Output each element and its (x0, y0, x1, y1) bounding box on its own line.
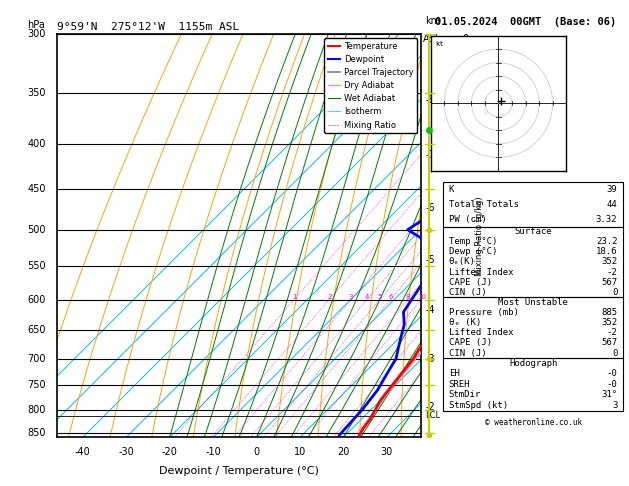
Text: EH: EH (449, 369, 460, 379)
Bar (443, 182, 623, 227)
Text: θₑ(K): θₑ(K) (449, 258, 476, 266)
Text: Lifted Index: Lifted Index (449, 328, 513, 337)
Text: 450: 450 (27, 184, 46, 194)
Text: 850: 850 (27, 428, 46, 438)
Bar (443, 297, 623, 358)
Text: 20: 20 (337, 448, 350, 457)
Text: Mixing Ratio (g/kg): Mixing Ratio (g/kg) (476, 196, 484, 276)
Text: CIN (J): CIN (J) (449, 288, 486, 296)
Text: 600: 600 (27, 295, 46, 305)
Text: K: K (449, 185, 454, 194)
Text: Dewpoint / Temperature (°C): Dewpoint / Temperature (°C) (159, 466, 319, 476)
Text: ASL: ASL (423, 34, 442, 44)
Text: -0: -0 (606, 369, 617, 379)
Text: 9°59'N  275°12'W  1155m ASL: 9°59'N 275°12'W 1155m ASL (57, 22, 239, 32)
Text: Lifted Index: Lifted Index (449, 267, 513, 277)
Text: StmSpd (kt): StmSpd (kt) (449, 401, 508, 410)
Text: -2: -2 (606, 267, 617, 277)
Text: 10: 10 (294, 448, 306, 457)
Text: Totals Totals: Totals Totals (449, 200, 519, 209)
Bar (443, 227, 623, 297)
Text: 650: 650 (27, 325, 46, 335)
Text: θₑ (K): θₑ (K) (449, 318, 481, 327)
Text: 23.2: 23.2 (596, 238, 617, 246)
Text: 400: 400 (27, 139, 46, 149)
Text: kt: kt (435, 41, 443, 48)
Text: 10: 10 (417, 294, 426, 299)
Text: -10: -10 (205, 448, 221, 457)
Text: 3: 3 (349, 294, 353, 299)
Text: 350: 350 (27, 88, 46, 98)
Text: 30: 30 (381, 448, 392, 457)
Text: hPa: hPa (28, 20, 45, 30)
Text: -2: -2 (606, 328, 617, 337)
Text: 01.05.2024  00GMT  (Base: 06): 01.05.2024 00GMT (Base: 06) (435, 17, 616, 27)
Text: -0: -0 (606, 380, 617, 389)
Text: -2: -2 (425, 402, 435, 412)
Text: CAPE (J): CAPE (J) (449, 338, 492, 347)
Text: -7: -7 (425, 150, 435, 159)
Text: km: km (425, 16, 440, 26)
Text: 31°: 31° (601, 390, 617, 399)
Text: PW (cm): PW (cm) (449, 215, 486, 224)
Text: 44: 44 (606, 200, 617, 209)
Text: -40: -40 (75, 448, 91, 457)
Text: 567: 567 (601, 278, 617, 287)
Text: CIN (J): CIN (J) (449, 348, 486, 358)
Text: © weatheronline.co.uk: © weatheronline.co.uk (484, 418, 582, 427)
Text: LCL: LCL (425, 411, 440, 420)
Text: Surface: Surface (515, 227, 552, 236)
Text: 5: 5 (377, 294, 382, 299)
Text: 567: 567 (601, 338, 617, 347)
Text: Most Unstable: Most Unstable (498, 297, 568, 307)
Text: -4: -4 (425, 305, 435, 315)
Text: -5: -5 (425, 255, 435, 265)
Text: 0: 0 (612, 288, 617, 296)
Text: 500: 500 (27, 225, 46, 235)
Text: 352: 352 (601, 258, 617, 266)
Legend: Temperature, Dewpoint, Parcel Trajectory, Dry Adiabat, Wet Adiabat, Isotherm, Mi: Temperature, Dewpoint, Parcel Trajectory… (325, 38, 417, 133)
Text: -6: -6 (425, 203, 435, 212)
Text: -30: -30 (118, 448, 134, 457)
Text: CAPE (J): CAPE (J) (449, 278, 492, 287)
Text: Temp (°C): Temp (°C) (449, 238, 497, 246)
Text: 550: 550 (27, 261, 46, 271)
Text: 0: 0 (462, 34, 468, 44)
Text: Dewp (°C): Dewp (°C) (449, 247, 497, 257)
Text: -8: -8 (425, 95, 435, 104)
Text: 885: 885 (601, 308, 617, 317)
Text: SREH: SREH (449, 380, 470, 389)
Text: 1: 1 (292, 294, 296, 299)
Text: Pressure (mb): Pressure (mb) (449, 308, 519, 317)
Text: -20: -20 (162, 448, 177, 457)
Text: 2: 2 (327, 294, 331, 299)
Text: 352: 352 (601, 318, 617, 327)
Text: 3.32: 3.32 (596, 215, 617, 224)
Bar (443, 358, 623, 411)
Text: 700: 700 (27, 353, 46, 364)
Text: 8: 8 (406, 294, 410, 299)
Text: StmDir: StmDir (449, 390, 481, 399)
Text: 4: 4 (365, 294, 369, 299)
Text: 0: 0 (253, 448, 259, 457)
Text: 300: 300 (27, 29, 46, 39)
Text: 6: 6 (388, 294, 392, 299)
Text: 750: 750 (27, 380, 46, 390)
Text: Hodograph: Hodograph (509, 359, 557, 368)
Text: 800: 800 (27, 405, 46, 415)
Text: 18.6: 18.6 (596, 247, 617, 257)
Text: 0: 0 (612, 348, 617, 358)
Text: 3: 3 (612, 401, 617, 410)
Text: -3: -3 (425, 354, 435, 364)
Text: 39: 39 (606, 185, 617, 194)
